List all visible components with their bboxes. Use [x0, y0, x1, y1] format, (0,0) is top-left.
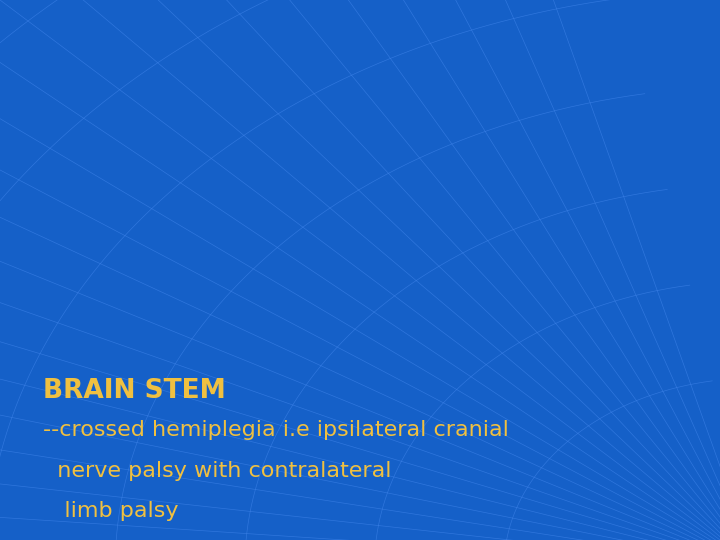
Text: nerve palsy with contralateral: nerve palsy with contralateral [43, 461, 392, 481]
Text: limb palsy: limb palsy [43, 501, 179, 521]
Text: --crossed hemiplegia i.e ipsilateral cranial: --crossed hemiplegia i.e ipsilateral cra… [43, 420, 509, 440]
Text: BRAIN STEM: BRAIN STEM [43, 378, 226, 404]
